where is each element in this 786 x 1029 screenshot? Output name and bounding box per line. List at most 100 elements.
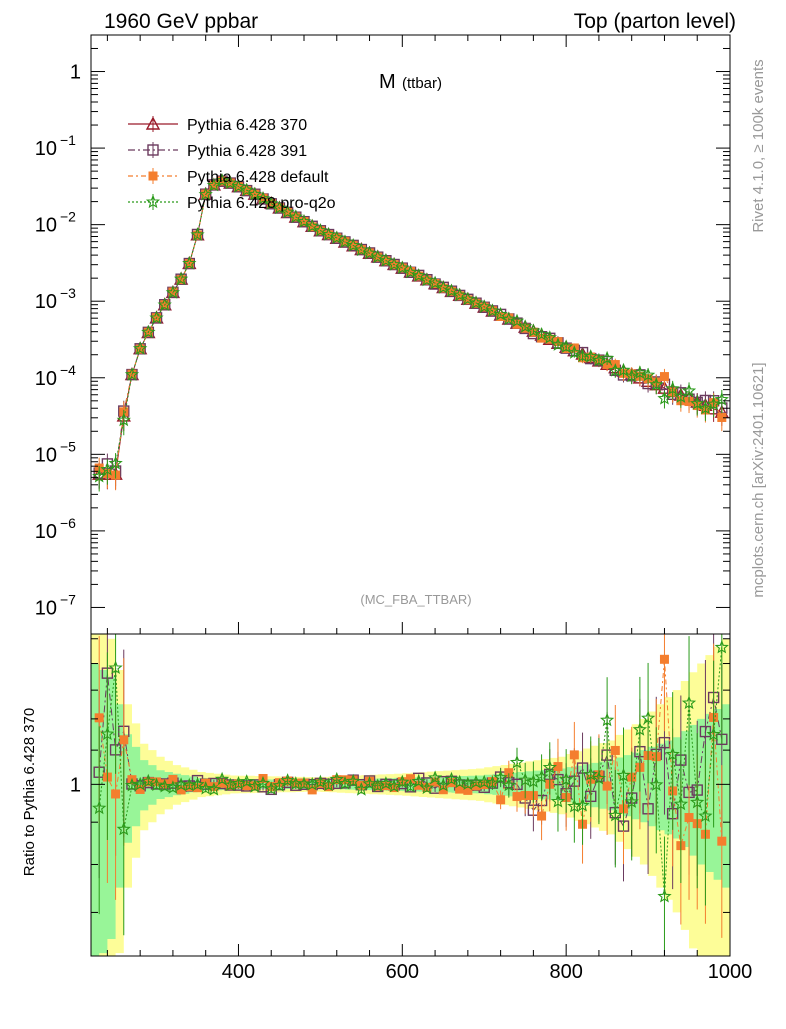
ratio-point — [624, 794, 639, 808]
data-point — [313, 223, 328, 237]
ratio-point — [214, 771, 230, 786]
y-tick-label: 10 — [35, 138, 57, 160]
ratio-point — [681, 695, 697, 710]
ratio-point — [542, 760, 557, 774]
data-point — [305, 218, 320, 233]
ratio-point — [640, 710, 656, 725]
ratio-point — [116, 821, 131, 836]
ratio-point — [395, 774, 410, 789]
ratio-point — [92, 800, 107, 815]
ratio-point — [714, 639, 729, 654]
ratio-point — [182, 777, 197, 792]
y-tick-exponent: −3 — [60, 285, 76, 301]
y-tick-label: 10 — [35, 444, 57, 466]
plot-title-sub: (ttbar) — [402, 75, 442, 92]
ratio-point — [272, 778, 287, 792]
y-tick-label: 10 — [35, 521, 57, 543]
legend-entry-1: Pythia 6.428 391 — [128, 142, 307, 160]
series-line — [98, 180, 723, 476]
y-tick-exponent: −2 — [60, 209, 76, 225]
legend-entry-3: Pythia 6.428 pro-q2o — [128, 194, 336, 212]
data-point — [264, 196, 279, 210]
y-tick-exponent: −6 — [60, 515, 76, 531]
data-point — [616, 362, 631, 377]
x-tick-label: 600 — [386, 961, 419, 983]
main-series — [92, 173, 729, 492]
header-right-title: Top (parton level) — [574, 10, 736, 33]
legend-marker — [145, 194, 161, 209]
ratio-point — [165, 780, 181, 794]
ratio-point — [699, 725, 712, 738]
ratio-point — [198, 780, 213, 795]
rivet-label: Rivet 4.1.0, ≥ 100k events — [750, 59, 767, 232]
ratio-point — [108, 660, 123, 675]
ratio-point — [411, 773, 426, 788]
legend-marker — [148, 171, 158, 181]
data-point — [239, 182, 254, 197]
ratio-point — [493, 770, 508, 784]
ratio-point — [419, 780, 435, 795]
data-point — [436, 280, 451, 294]
y-tick-exponent: −1 — [60, 132, 76, 148]
series-line — [98, 180, 723, 474]
analysis-tag: (MC_FBA_TTBAR) — [360, 592, 471, 607]
data-point — [681, 383, 697, 398]
ratio-band-green — [91, 663, 730, 956]
ratio-point — [255, 775, 271, 790]
data-point — [100, 461, 115, 476]
ratio-point — [247, 779, 263, 793]
ratio-point — [280, 773, 295, 787]
data-point — [444, 283, 459, 298]
ratio-point — [665, 746, 680, 761]
ratio-point — [206, 782, 222, 796]
legend-marker — [147, 144, 159, 156]
legend-label: Pythia 6.428 391 — [187, 143, 307, 160]
ratio-point — [378, 776, 394, 790]
data-point — [468, 295, 484, 310]
legend-entry-2: Pythia 6.428 default — [128, 168, 329, 186]
ratio-point — [690, 794, 705, 809]
data-point — [223, 175, 238, 190]
data-point — [526, 323, 541, 338]
legend-marker — [145, 116, 161, 130]
data-point — [665, 381, 680, 395]
data-point — [550, 337, 566, 351]
data-point — [640, 367, 656, 382]
legend-label: Pythia 6.428 default — [187, 169, 329, 186]
data-point — [132, 341, 148, 355]
plot-title-main: M — [379, 71, 396, 93]
ratio-point — [485, 775, 500, 790]
data-point — [141, 324, 156, 339]
ratio-point — [100, 726, 115, 741]
ratio-point — [141, 773, 156, 788]
legend-label: Pythia 6.428 pro-q2o — [187, 195, 336, 212]
data-point — [567, 345, 582, 359]
ratio-point — [706, 726, 721, 741]
data-point — [288, 209, 303, 224]
data-point — [493, 306, 508, 321]
ratio-point — [496, 795, 506, 805]
data-point — [214, 173, 230, 187]
ratio-plot-frame — [90, 633, 731, 957]
ratio-point — [501, 777, 516, 792]
ratio-series — [92, 634, 729, 956]
data-point — [370, 249, 385, 264]
ratio-point — [370, 778, 385, 792]
main-series-1 — [93, 175, 728, 489]
ratio-uncertainty-bands — [91, 634, 730, 956]
ratio-point — [558, 772, 574, 786]
data-point — [518, 319, 533, 333]
y-tick-exponent: −7 — [60, 591, 76, 607]
ratio-line — [98, 659, 723, 846]
ratio-point — [575, 797, 590, 812]
ratio-series-3 — [92, 634, 729, 956]
data-point — [558, 339, 574, 353]
legend: Pythia 6.428 370 Pythia 6.428 391 Pythia 6… — [128, 116, 336, 212]
ratio-point — [657, 888, 672, 903]
ratio-band-yellow — [91, 634, 730, 956]
y-tick-exponent: −5 — [60, 438, 76, 454]
data-point — [649, 377, 664, 391]
main-series-0 — [92, 173, 729, 490]
x-tick-label: 800 — [549, 961, 582, 983]
